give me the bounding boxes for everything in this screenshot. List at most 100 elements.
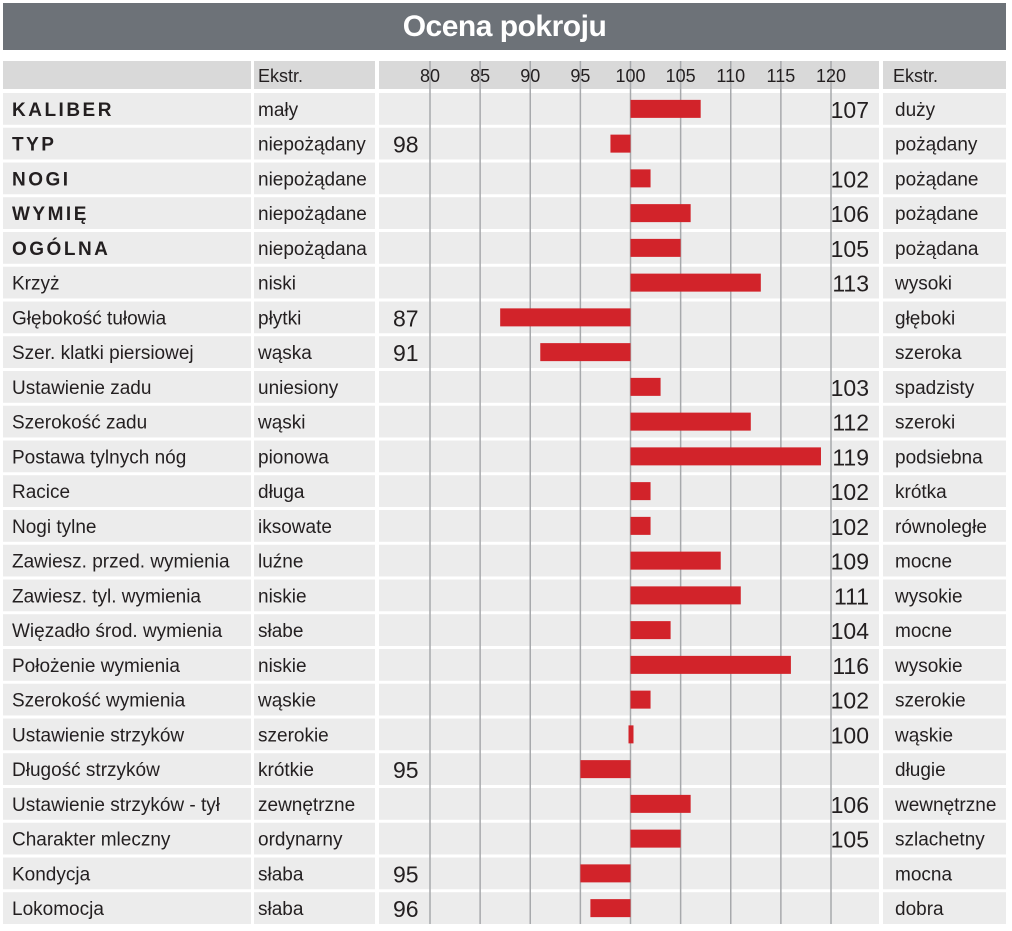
low-extreme-label: wąskie: [257, 691, 316, 712]
row-cell-bg: [254, 510, 375, 542]
bar: [630, 273, 761, 292]
row-cell-bg: [254, 544, 375, 577]
low-extreme-label: niskie: [258, 586, 307, 607]
row-cell-bg: [254, 614, 375, 646]
high-extreme-label: szerokie: [895, 691, 966, 712]
bar: [630, 204, 691, 223]
row-cell-bg: [883, 614, 1006, 646]
x-tick-label: 115: [767, 66, 796, 86]
value-label: 96: [393, 896, 419, 922]
row-cell-bg: [883, 93, 1006, 125]
plot-row-bg: [379, 197, 879, 229]
row-cell-bg: [3, 405, 251, 438]
high-extreme-label: pożądane: [895, 169, 978, 190]
plot-row-bg: [379, 683, 879, 716]
row-cell-bg: [254, 371, 375, 403]
row-cell-bg: [254, 822, 375, 855]
row-cell-bg: [254, 301, 375, 334]
low-extreme-label: niepożądane: [258, 169, 367, 190]
row-cell-bg: [883, 162, 1006, 195]
x-tick-label: 95: [570, 66, 590, 86]
low-extreme-label: płytki: [258, 308, 301, 329]
row-cell-bg: [3, 614, 251, 646]
trait-label: Postawa tylnych nóg: [12, 447, 186, 468]
header-cell-1: [254, 61, 375, 89]
row-cell-bg: [254, 232, 375, 264]
row-cell-bg: [883, 753, 1006, 785]
row-cell-bg: [254, 266, 375, 299]
high-extreme-label: podsiebna: [895, 447, 983, 468]
trait-label: WYMIĘ: [12, 204, 89, 225]
row-cell-bg: [3, 266, 251, 299]
bar: [630, 238, 681, 257]
row-cell-bg: [254, 162, 375, 195]
value-label: 95: [393, 757, 419, 783]
header-cell-3: [883, 61, 1006, 89]
x-tick-label: 120: [816, 66, 846, 86]
low-extreme-label: niski: [258, 274, 296, 295]
plot-row-bg: [379, 475, 879, 507]
row-cell-bg: [3, 649, 251, 681]
low-extreme-label: wąski: [257, 413, 306, 434]
bar: [500, 308, 631, 327]
low-extreme-label: niepożądany: [258, 135, 366, 156]
trait-label: Lokomocja: [12, 899, 104, 920]
row-cell-bg: [254, 753, 375, 785]
row-cell-bg: [3, 788, 251, 820]
row-cell-bg: [883, 718, 1006, 751]
row-cell-bg: [883, 405, 1006, 438]
row-cell-bg: [254, 93, 375, 125]
row-cell-bg: [3, 336, 251, 368]
high-extreme-label: wysokie: [894, 656, 963, 677]
value-label: 98: [393, 132, 419, 158]
low-extreme-label: zewnętrzne: [258, 795, 355, 816]
value-label: 87: [393, 305, 419, 331]
bar: [630, 377, 661, 396]
row-cell-bg: [883, 336, 1006, 368]
trait-label: Kondycja: [12, 864, 91, 885]
trait-label: Ustawienie strzyków: [12, 725, 184, 746]
plot-row-bg: [379, 544, 879, 577]
row-cell-bg: [3, 127, 251, 160]
trait-label: TYP: [12, 135, 56, 156]
trait-label: Zawiesz. przed. wymienia: [12, 552, 230, 573]
row-cell-bg: [883, 892, 1006, 924]
header-low-extreme: Ekstr.: [258, 66, 303, 86]
high-extreme-label: mocna: [895, 864, 952, 885]
row-cell-bg: [3, 475, 251, 507]
row-cell-bg: [3, 579, 251, 612]
row-cell-bg: [883, 440, 1006, 473]
high-extreme-label: pożądane: [895, 204, 978, 225]
row-cell-bg: [254, 649, 375, 681]
bar: [630, 516, 651, 535]
row-cell-bg: [883, 857, 1006, 890]
high-extreme-label: wysokie: [894, 586, 963, 607]
high-extreme-label: długie: [895, 760, 946, 781]
row-cell-bg: [3, 93, 251, 125]
row-cell-bg: [883, 649, 1006, 681]
bar: [580, 760, 631, 779]
value-label: 119: [832, 444, 869, 470]
row-cell-bg: [254, 475, 375, 507]
row-cell-bg: [3, 197, 251, 229]
row-cell-bg: [883, 683, 1006, 716]
high-extreme-label: wysoki: [894, 274, 952, 295]
x-tick-label: 110: [716, 66, 745, 86]
row-cell-bg: [3, 753, 251, 785]
value-label: 91: [393, 340, 419, 366]
value-label: 107: [831, 97, 869, 123]
low-extreme-label: długa: [258, 482, 305, 503]
x-tick-label: 100: [615, 66, 645, 86]
value-label: 112: [832, 410, 869, 436]
trait-label: Charakter mleczny: [12, 830, 171, 851]
low-extreme-label: pionowa: [258, 447, 329, 468]
row-cell-bg: [3, 822, 251, 855]
header-cell-0: [3, 61, 251, 89]
high-extreme-label: wewnętrzne: [894, 795, 996, 816]
bar: [590, 899, 631, 918]
trait-label: Szer. klatki piersiowej: [12, 343, 194, 364]
low-extreme-label: niepożądane: [258, 204, 367, 225]
value-label: 105: [831, 827, 869, 853]
trait-label: Położenie wymienia: [12, 656, 180, 677]
